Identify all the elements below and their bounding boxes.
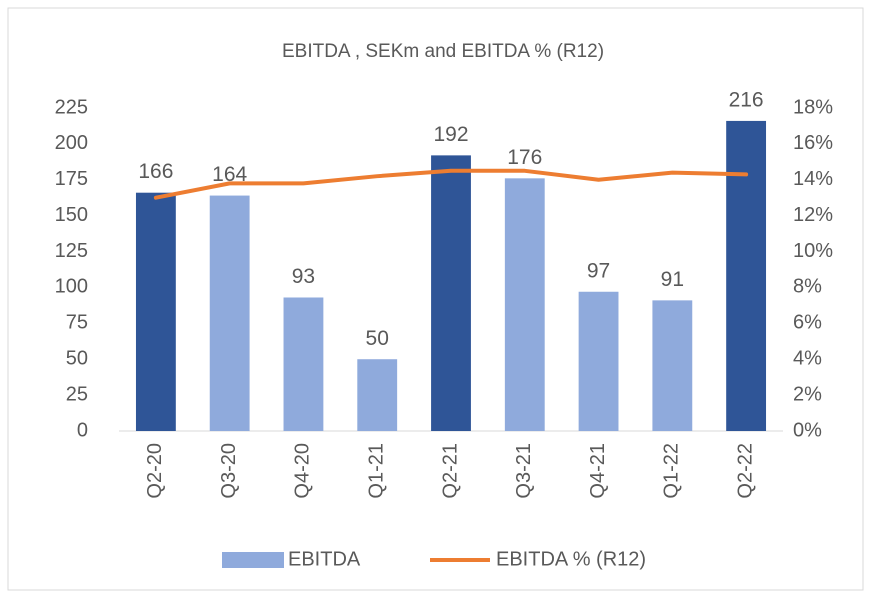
x-tick-label: Q1-21 (366, 443, 388, 499)
data-label: 164 (212, 163, 247, 186)
y2-tick-label: 6% (793, 312, 822, 334)
bar (504, 178, 545, 431)
y-tick-label: 100 (55, 276, 88, 298)
y2-tick-label: 12% (793, 204, 833, 226)
y2-tick-label: 4% (793, 348, 822, 370)
x-tick-label: Q4-21 (587, 443, 609, 499)
x-tick-label: Q4-20 (292, 443, 314, 499)
data-label: 91 (661, 268, 684, 291)
y2-tick-label: 8% (793, 276, 822, 298)
bar (578, 291, 619, 431)
y-tick-label: 75 (66, 312, 88, 334)
y2-tick-label: 18% (793, 96, 833, 118)
data-label: 93 (292, 265, 315, 288)
y-tick-label: 200 (55, 132, 88, 154)
data-label: 216 (729, 88, 764, 111)
data-label: 176 (507, 146, 542, 169)
legend-swatch (222, 552, 284, 568)
bar (209, 195, 250, 431)
y2-tick-label: 10% (793, 240, 833, 262)
y-tick-label: 175 (55, 168, 88, 190)
data-label: 97 (587, 259, 610, 282)
bar (431, 155, 471, 431)
y-tick-label: 25 (66, 383, 88, 405)
y-tick-label: 125 (55, 240, 88, 262)
bar (357, 359, 398, 431)
legend-label: EBITDA (288, 548, 361, 570)
x-tick-label: Q2-22 (734, 443, 756, 499)
x-tick-label: Q3-20 (218, 443, 240, 499)
data-label: 192 (433, 123, 468, 146)
y2-tick-label: 2% (793, 383, 822, 405)
legend-label: EBITDA % (R12) (496, 548, 646, 570)
y2-tick-label: 16% (793, 132, 833, 154)
y-tick-label: 0 (77, 419, 88, 441)
bar (652, 300, 693, 431)
y2-tick-label: 0% (793, 419, 822, 441)
x-tick-label: Q3-21 (513, 443, 535, 499)
data-label: 50 (366, 327, 389, 350)
y2-tick-label: 14% (793, 168, 833, 190)
bar (135, 192, 176, 431)
x-tick-label: Q2-21 (439, 443, 461, 499)
chart-title: EBITDA , SEKm and EBITDA % (R12) (282, 41, 604, 62)
bar (283, 297, 324, 431)
y-tick-label: 50 (66, 348, 88, 370)
bar (726, 120, 767, 432)
y-tick-label: 225 (55, 96, 88, 118)
x-tick-label: Q1-22 (661, 443, 683, 499)
y-tick-label: 150 (55, 204, 88, 226)
line (153, 168, 749, 200)
data-label: 166 (138, 160, 173, 183)
x-tick-label: Q2-20 (144, 443, 166, 499)
